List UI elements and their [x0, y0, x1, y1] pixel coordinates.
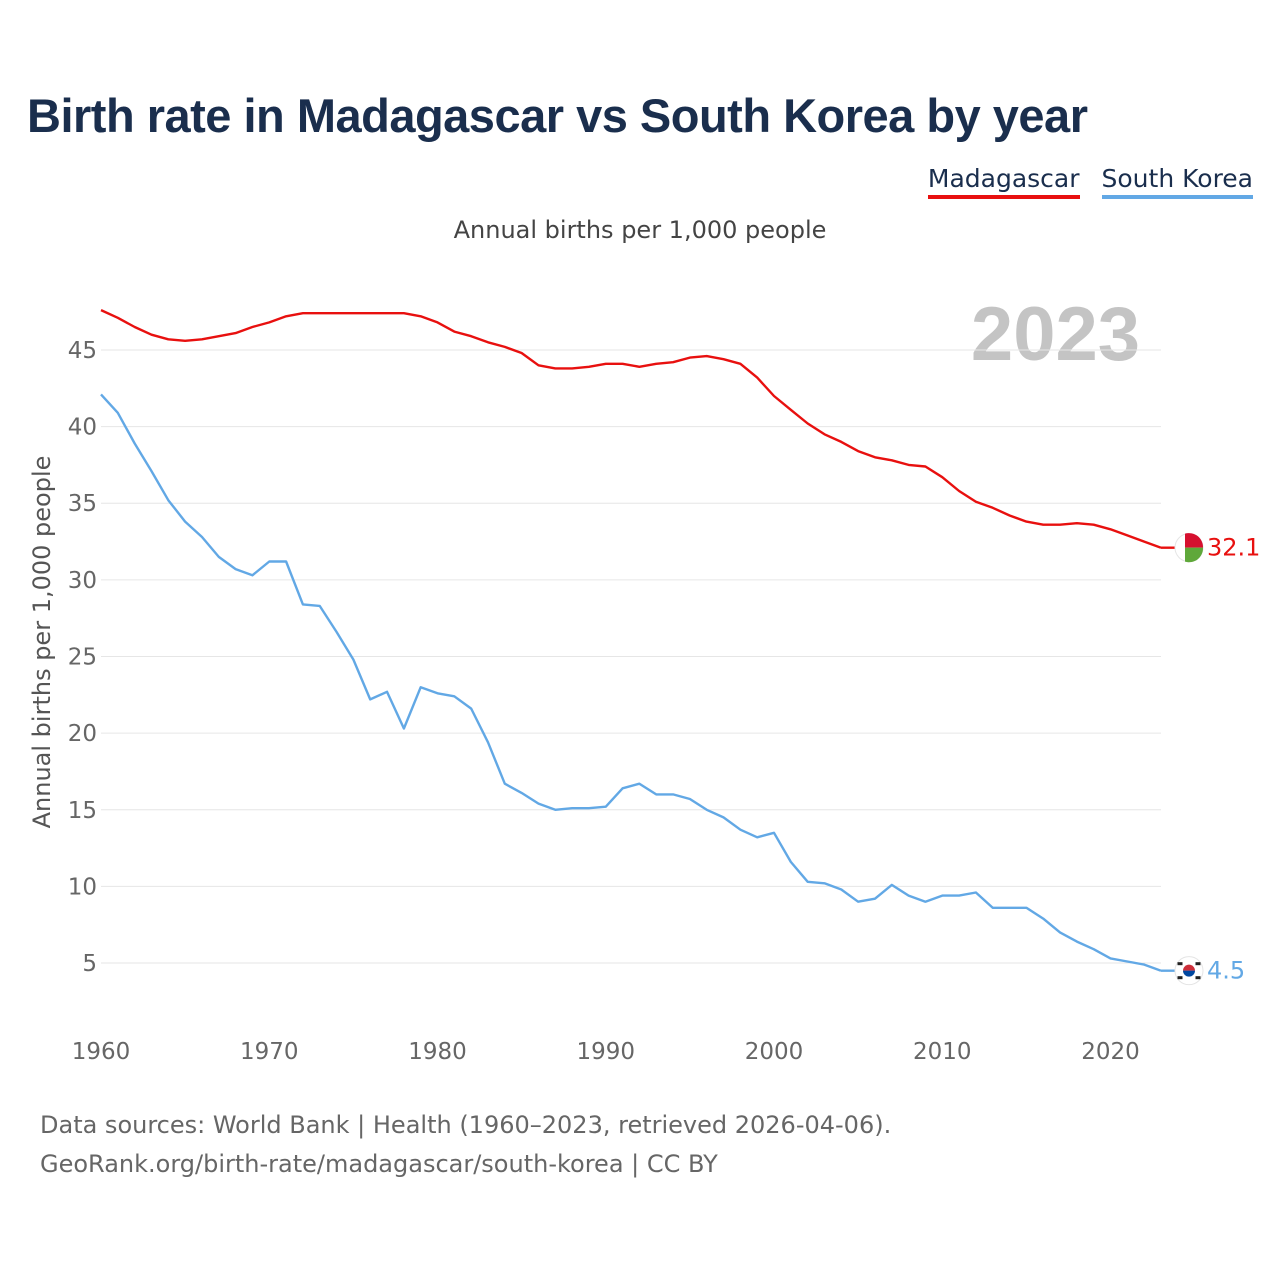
chart-subtitle: Annual births per 1,000 people [453, 216, 827, 244]
series-lines [100, 309, 1162, 972]
y-tick-label: 20 [68, 721, 97, 747]
y-axis-label: Annual births per 1,000 people [28, 456, 56, 829]
x-tick-label: 1970 [240, 1039, 299, 1065]
series-end-label: 32.1 [1207, 534, 1260, 562]
x-tick-label: 2000 [745, 1039, 804, 1065]
x-tick-label: 2010 [913, 1039, 972, 1065]
legend-item-madagascar[interactable]: Madagascar [927, 164, 1080, 199]
sources-line-2[interactable]: GeoRank.org/birth-rate/madagascar/south-… [40, 1150, 718, 1178]
legend: Madagascar South Korea [927, 164, 1253, 199]
chart-title: Birth rate in Madagascar vs South Korea … [27, 89, 1088, 142]
y-tick-label: 30 [68, 568, 97, 594]
y-tick-label: 40 [68, 415, 97, 441]
x-tick-label: 1960 [72, 1039, 131, 1065]
y-tick-label: 5 [82, 951, 97, 977]
y-tick-label: 25 [68, 645, 97, 671]
series-line-madagascar [100, 309, 1162, 549]
legend-item-south-korea[interactable]: South Korea [1101, 164, 1253, 199]
data-sources: Data sources: World Bank | Health (1960–… [40, 1106, 891, 1184]
axis-ticks: 5 10 15 20 25 30 35 40 45 1960 1970 1980 1990 2000 201… [68, 338, 1140, 1065]
x-tick-label: 1980 [408, 1039, 467, 1065]
sources-line-1: Data sources: World Bank | Health (1960–… [40, 1111, 892, 1139]
year-watermark: 2023 [971, 292, 1140, 377]
series-end-markers: 32.1 4.5 [1161, 533, 1260, 986]
series-end-label: 4.5 [1207, 957, 1245, 985]
x-tick-label: 2020 [1081, 1039, 1140, 1065]
y-tick-label: 45 [68, 338, 97, 364]
x-tick-label: 1990 [576, 1039, 635, 1065]
south-korea-flag-icon [1174, 956, 1204, 986]
y-tick-label: 15 [68, 798, 97, 824]
gridlines [101, 349, 1161, 964]
y-tick-label: 35 [68, 491, 97, 517]
y-tick-label: 10 [68, 874, 97, 900]
madagascar-flag-icon [1174, 533, 1204, 563]
series-line-south-korea [100, 393, 1162, 972]
